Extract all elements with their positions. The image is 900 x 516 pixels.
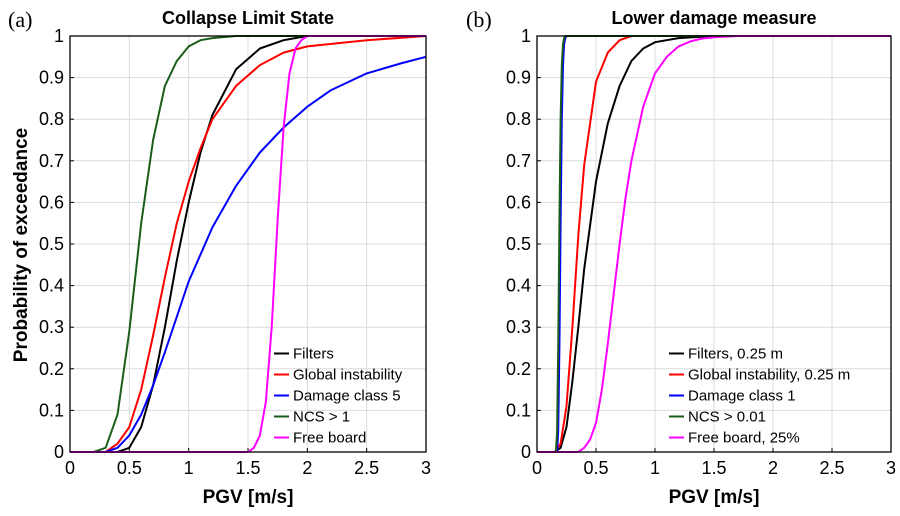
legend-item-label: Filters, 0.25 m bbox=[688, 346, 783, 363]
y-tick-label: 0.1 bbox=[39, 400, 64, 420]
chart-title: Lower damage measure bbox=[611, 8, 816, 28]
legend-item-label: Global instability, 0.25 m bbox=[688, 367, 850, 384]
x-axis-label: PGV [m/s] bbox=[203, 487, 294, 508]
panel-label: (a) bbox=[8, 7, 32, 32]
series-line-4 bbox=[537, 35, 891, 453]
y-tick-label: 0.7 bbox=[506, 151, 531, 171]
x-tick-label: 0.5 bbox=[583, 458, 608, 478]
y-tick-label: 0.7 bbox=[39, 151, 64, 171]
legend-item-label: Free board, 25% bbox=[688, 430, 800, 447]
y-axis-label: Probability of exceedance bbox=[11, 128, 32, 362]
legend-item-label: Damage class 5 bbox=[293, 388, 401, 405]
y-tick-label: 0 bbox=[521, 442, 531, 462]
x-tick-label: 2 bbox=[302, 458, 312, 478]
series-line-2 bbox=[70, 35, 427, 453]
y-tick-label: 0.5 bbox=[506, 234, 531, 254]
x-tick-label: 1 bbox=[650, 458, 660, 478]
y-tick-label: 0.9 bbox=[39, 68, 64, 88]
series-line-1 bbox=[537, 35, 891, 453]
x-tick-label: 2.5 bbox=[819, 458, 844, 478]
x-tick-label: 1.5 bbox=[235, 458, 260, 478]
y-tick-label: 0.6 bbox=[506, 192, 531, 212]
legend-item-label: Global instability bbox=[293, 367, 403, 384]
x-tick-label: 1 bbox=[184, 458, 194, 478]
y-tick-label: 0.2 bbox=[506, 359, 531, 379]
panel-label: (b) bbox=[466, 7, 492, 32]
x-tick-label: 3 bbox=[886, 458, 896, 478]
y-tick-label: 0.8 bbox=[39, 109, 64, 129]
legend-item-label: Damage class 1 bbox=[688, 388, 796, 405]
y-tick-label: 1 bbox=[521, 26, 531, 46]
legend-item-label: NCS > 0.01 bbox=[688, 409, 766, 426]
y-tick-label: 0.1 bbox=[506, 400, 531, 420]
y-tick-label: 0.4 bbox=[506, 276, 531, 296]
panel-a: 0 0.5 1 1.5 2 2.5 3 0 0.1 0.2 0.3 0.4 0.5 0.6 0.7 0.8 0.… bbox=[8, 7, 431, 508]
series-line-1 bbox=[70, 35, 426, 453]
legend: Filters Global instability Damage class 5 N… bbox=[274, 346, 403, 447]
x-tick-label: 1.5 bbox=[701, 458, 726, 478]
y-tick-label: 1 bbox=[54, 26, 64, 46]
series-line-3 bbox=[537, 35, 891, 453]
series-line-5 bbox=[70, 35, 426, 453]
x-tick-label: 0 bbox=[65, 458, 75, 478]
series-line-5 bbox=[537, 35, 891, 453]
panel-b: 0 0.5 1 1.5 2 2.5 3 0 0.1 0.2 0.3 0.4 0.5 0.6 0.7 0.8 0.… bbox=[466, 7, 896, 508]
x-tick-label: 2 bbox=[768, 458, 778, 478]
legend-item-label: Free board bbox=[293, 430, 366, 447]
legend-item-label: Filters bbox=[293, 346, 334, 363]
legend-item-label: NCS > 1 bbox=[293, 409, 350, 426]
series-line-3 bbox=[70, 55, 427, 453]
legend: Filters, 0.25 m Global instability, 0.25 … bbox=[669, 346, 850, 447]
y-tick-label: 0.3 bbox=[39, 317, 64, 337]
series-line-4 bbox=[70, 35, 426, 453]
y-tick-label: 0.9 bbox=[506, 68, 531, 88]
x-axis-label: PGV [m/s] bbox=[669, 487, 760, 508]
x-tick-label: 0 bbox=[532, 458, 542, 478]
chart-title: Collapse Limit State bbox=[162, 8, 334, 28]
x-tick-label: 2.5 bbox=[354, 458, 379, 478]
y-tick-label: 0.5 bbox=[39, 234, 64, 254]
plot-frame bbox=[69, 35, 427, 453]
x-tick-label: 3 bbox=[421, 458, 431, 478]
y-tick-label: 0.4 bbox=[39, 276, 64, 296]
y-tick-label: 0.3 bbox=[506, 317, 531, 337]
y-tick-label: 0.8 bbox=[506, 109, 531, 129]
y-tick-label: 0.6 bbox=[39, 192, 64, 212]
y-tick-label: 0 bbox=[54, 442, 64, 462]
y-tick-label: 0.2 bbox=[39, 359, 64, 379]
plot-frame bbox=[536, 35, 892, 453]
x-tick-label: 0.5 bbox=[117, 458, 142, 478]
